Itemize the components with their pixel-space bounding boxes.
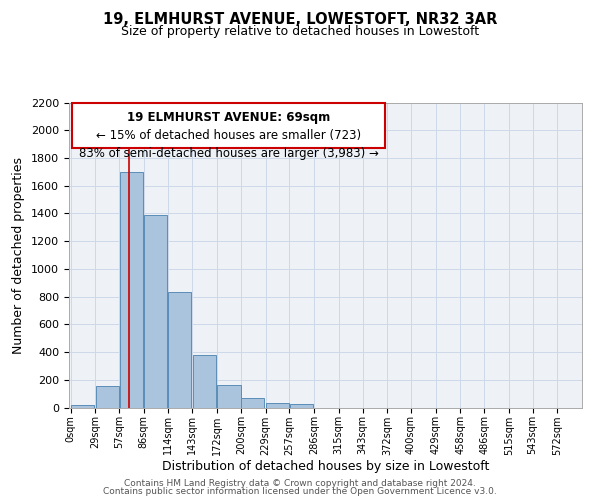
Text: Contains HM Land Registry data © Crown copyright and database right 2024.: Contains HM Land Registry data © Crown c… bbox=[124, 478, 476, 488]
Bar bbox=[96, 386, 119, 407]
Bar bbox=[168, 292, 191, 408]
Bar bbox=[241, 398, 265, 407]
Bar bbox=[290, 404, 313, 407]
Text: 19 ELMHURST AVENUE: 69sqm: 19 ELMHURST AVENUE: 69sqm bbox=[127, 111, 331, 124]
Bar bbox=[144, 215, 167, 408]
Text: ← 15% of detached houses are smaller (723): ← 15% of detached houses are smaller (72… bbox=[97, 129, 362, 142]
Text: Contains public sector information licensed under the Open Government Licence v3: Contains public sector information licen… bbox=[103, 487, 497, 496]
Bar bbox=[217, 386, 241, 407]
FancyBboxPatch shape bbox=[73, 103, 385, 148]
Bar bbox=[71, 404, 94, 407]
Y-axis label: Number of detached properties: Number of detached properties bbox=[13, 156, 25, 354]
Bar bbox=[119, 172, 143, 408]
Bar bbox=[193, 355, 216, 408]
Text: 19, ELMHURST AVENUE, LOWESTOFT, NR32 3AR: 19, ELMHURST AVENUE, LOWESTOFT, NR32 3AR bbox=[103, 12, 497, 28]
Bar bbox=[266, 404, 289, 407]
Text: 83% of semi-detached houses are larger (3,983) →: 83% of semi-detached houses are larger (… bbox=[79, 148, 379, 160]
X-axis label: Distribution of detached houses by size in Lowestoft: Distribution of detached houses by size … bbox=[162, 460, 489, 473]
Text: Size of property relative to detached houses in Lowestoft: Size of property relative to detached ho… bbox=[121, 25, 479, 38]
